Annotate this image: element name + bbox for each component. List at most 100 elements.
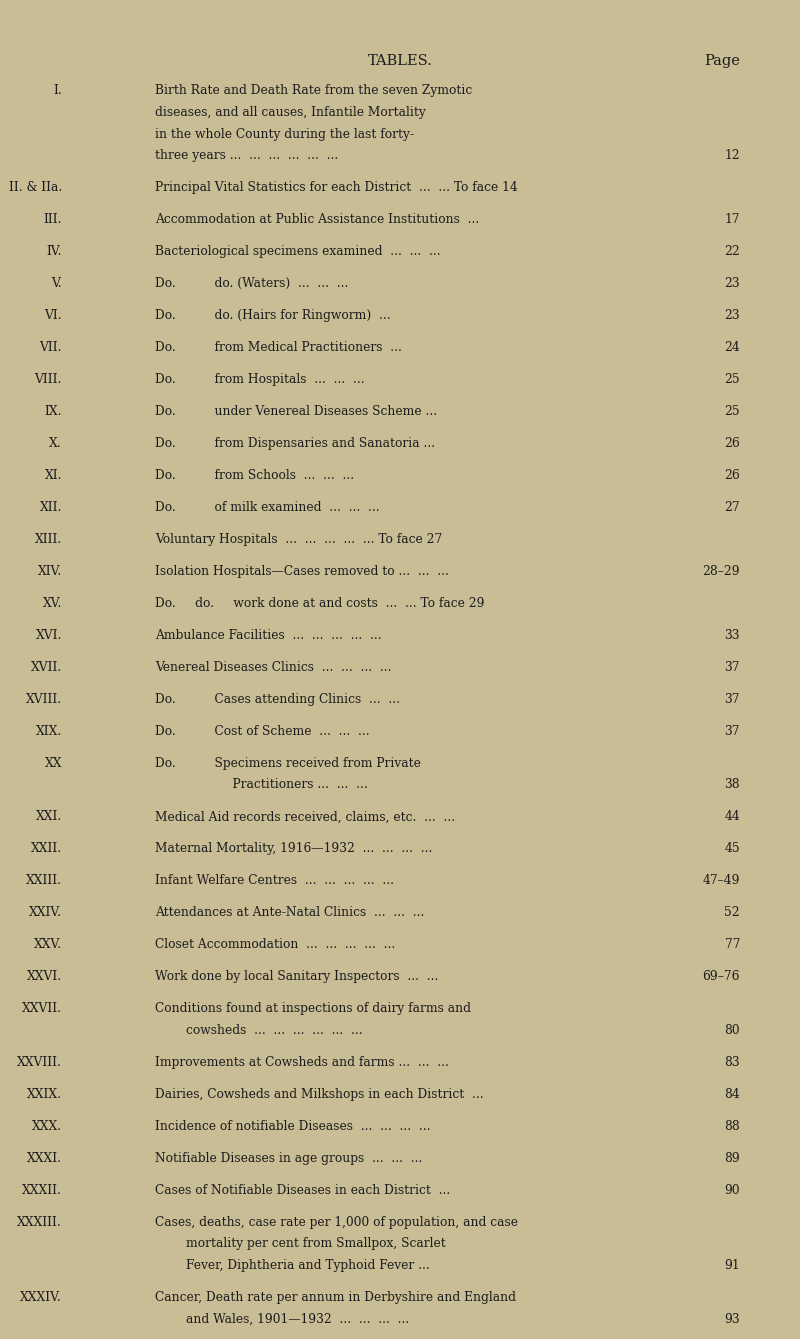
Text: 28–29: 28–29	[702, 565, 740, 578]
Text: Do.          from Dispensaries and Sanatoria ...: Do. from Dispensaries and Sanatoria ...	[155, 437, 435, 450]
Text: XXX.: XXX.	[32, 1119, 62, 1133]
Text: XXIV.: XXIV.	[29, 907, 62, 919]
Text: XIV.: XIV.	[38, 565, 62, 578]
Text: 22: 22	[724, 245, 740, 258]
Text: 26: 26	[724, 437, 740, 450]
Text: 47–49: 47–49	[702, 874, 740, 888]
Text: XV.: XV.	[42, 597, 62, 609]
Text: mortality per cent from Smallpox, Scarlet: mortality per cent from Smallpox, Scarle…	[155, 1237, 446, 1251]
Text: Improvements at Cowsheds and farms ...  ...  ...: Improvements at Cowsheds and farms ... .…	[155, 1055, 449, 1069]
Text: Do.          under Venereal Diseases Scheme ...: Do. under Venereal Diseases Scheme ...	[155, 406, 437, 418]
Text: Attendances at Ante-Natal Clinics  ...  ...  ...: Attendances at Ante-Natal Clinics ... ..…	[155, 907, 424, 919]
Text: XXXIII.: XXXIII.	[18, 1216, 62, 1228]
Text: 90: 90	[724, 1184, 740, 1197]
Text: in the whole County during the last forty-: in the whole County during the last fort…	[155, 127, 414, 141]
Text: 77: 77	[725, 939, 740, 951]
Text: XXII.: XXII.	[31, 842, 62, 856]
Text: 38: 38	[724, 778, 740, 791]
Text: 27: 27	[724, 501, 740, 514]
Text: XXVI.: XXVI.	[27, 969, 62, 983]
Text: Medical Aid records received, claims, etc.  ...  ...: Medical Aid records received, claims, et…	[155, 810, 455, 823]
Text: III.: III.	[43, 213, 62, 226]
Text: Ambulance Facilities  ...  ...  ...  ...  ...: Ambulance Facilities ... ... ... ... ...	[155, 629, 382, 641]
Text: Conditions found at inspections of dairy farms and: Conditions found at inspections of dairy…	[155, 1002, 471, 1015]
Text: VIII.: VIII.	[34, 374, 62, 386]
Text: Maternal Mortality, 1916—1932  ...  ...  ...  ...: Maternal Mortality, 1916—1932 ... ... ..…	[155, 842, 432, 856]
Text: Do.          do. (Waters)  ...  ...  ...: Do. do. (Waters) ... ... ...	[155, 277, 348, 291]
Text: XXXIV.: XXXIV.	[20, 1291, 62, 1304]
Text: XVII.: XVII.	[30, 660, 62, 674]
Text: 83: 83	[724, 1055, 740, 1069]
Text: Cases, deaths, case rate per 1,000 of population, and case: Cases, deaths, case rate per 1,000 of po…	[155, 1216, 518, 1228]
Text: XXIII.: XXIII.	[26, 874, 62, 888]
Text: Accommodation at Public Assistance Institutions  ...: Accommodation at Public Assistance Insti…	[155, 213, 479, 226]
Text: Do.          Specimens received from Private: Do. Specimens received from Private	[155, 757, 421, 770]
Text: 88: 88	[724, 1119, 740, 1133]
Text: 17: 17	[725, 213, 740, 226]
Text: XXVII.: XXVII.	[22, 1002, 62, 1015]
Text: IX.: IX.	[45, 406, 62, 418]
Text: 23: 23	[724, 309, 740, 323]
Text: Cancer, Death rate per annum in Derbyshire and England: Cancer, Death rate per annum in Derbyshi…	[155, 1291, 516, 1304]
Text: XXIX.: XXIX.	[27, 1087, 62, 1101]
Text: 37: 37	[725, 724, 740, 738]
Text: 93: 93	[724, 1314, 740, 1326]
Text: XIX.: XIX.	[36, 724, 62, 738]
Text: VII.: VII.	[39, 341, 62, 355]
Text: Do.          from Medical Practitioners  ...: Do. from Medical Practitioners ...	[155, 341, 402, 355]
Text: Do.          Cost of Scheme  ...  ...  ...: Do. Cost of Scheme ... ... ...	[155, 724, 370, 738]
Text: Infant Welfare Centres  ...  ...  ...  ...  ...: Infant Welfare Centres ... ... ... ... .…	[155, 874, 394, 888]
Text: Principal Vital Statistics for each District  ...  ... To face 14: Principal Vital Statistics for each Dist…	[155, 181, 518, 194]
Text: XXI.: XXI.	[36, 810, 62, 823]
Text: Do.     do.     work done at and costs  ...  ... To face 29: Do. do. work done at and costs ... ... T…	[155, 597, 485, 609]
Text: and Wales, 1901—1932  ...  ...  ...  ...: and Wales, 1901—1932 ... ... ... ...	[155, 1314, 410, 1326]
Text: TABLES.: TABLES.	[367, 54, 433, 68]
Text: XI.: XI.	[45, 469, 62, 482]
Text: XVIII.: XVIII.	[26, 692, 62, 706]
Text: II. & IIa.: II. & IIa.	[9, 181, 62, 194]
Text: Birth Rate and Death Rate from the seven Zymotic: Birth Rate and Death Rate from the seven…	[155, 84, 472, 96]
Text: VI.: VI.	[44, 309, 62, 323]
Text: XII.: XII.	[40, 501, 62, 514]
Text: X.: X.	[50, 437, 62, 450]
Text: XXXI.: XXXI.	[27, 1152, 62, 1165]
Text: 24: 24	[724, 341, 740, 355]
Text: three years ...  ...  ...  ...  ...  ...: three years ... ... ... ... ... ...	[155, 150, 338, 162]
Text: Venereal Diseases Clinics  ...  ...  ...  ...: Venereal Diseases Clinics ... ... ... ..…	[155, 660, 391, 674]
Text: 37: 37	[725, 692, 740, 706]
Text: 12: 12	[724, 150, 740, 162]
Text: Notifiable Diseases in age groups  ...  ...  ...: Notifiable Diseases in age groups ... ..…	[155, 1152, 422, 1165]
Text: 45: 45	[724, 842, 740, 856]
Text: 25: 25	[724, 406, 740, 418]
Text: IV.: IV.	[46, 245, 62, 258]
Text: 89: 89	[724, 1152, 740, 1165]
Text: 37: 37	[725, 660, 740, 674]
Text: 25: 25	[724, 374, 740, 386]
Text: Do.          of milk examined  ...  ...  ...: Do. of milk examined ... ... ...	[155, 501, 380, 514]
Text: Work done by local Sanitary Inspectors  ...  ...: Work done by local Sanitary Inspectors .…	[155, 969, 438, 983]
Text: 33: 33	[725, 629, 740, 641]
Text: cowsheds  ...  ...  ...  ...  ...  ...: cowsheds ... ... ... ... ... ...	[155, 1024, 362, 1036]
Text: Do.          Cases attending Clinics  ...  ...: Do. Cases attending Clinics ... ...	[155, 692, 400, 706]
Text: 80: 80	[724, 1024, 740, 1036]
Text: Do.          from Schools  ...  ...  ...: Do. from Schools ... ... ...	[155, 469, 354, 482]
Text: Closet Accommodation  ...  ...  ...  ...  ...: Closet Accommodation ... ... ... ... ...	[155, 939, 395, 951]
Text: 84: 84	[724, 1087, 740, 1101]
Text: Incidence of notifiable Diseases  ...  ...  ...  ...: Incidence of notifiable Diseases ... ...…	[155, 1119, 430, 1133]
Text: 23: 23	[724, 277, 740, 291]
Text: Dairies, Cowsheds and Milkshops in each District  ...: Dairies, Cowsheds and Milkshops in each …	[155, 1087, 484, 1101]
Text: V.: V.	[51, 277, 62, 291]
Text: 52: 52	[724, 907, 740, 919]
Text: 91: 91	[724, 1259, 740, 1272]
Text: 69–76: 69–76	[702, 969, 740, 983]
Text: XX: XX	[45, 757, 62, 770]
Text: Bacteriological specimens examined  ...  ...  ...: Bacteriological specimens examined ... .…	[155, 245, 441, 258]
Text: XVI.: XVI.	[36, 629, 62, 641]
Text: Fever, Diphtheria and Typhoid Fever ...: Fever, Diphtheria and Typhoid Fever ...	[155, 1259, 430, 1272]
Text: XXVIII.: XXVIII.	[17, 1055, 62, 1069]
Text: Page: Page	[704, 54, 740, 68]
Text: Voluntary Hospitals  ...  ...  ...  ...  ... To face 27: Voluntary Hospitals ... ... ... ... ... …	[155, 533, 442, 546]
Text: 26: 26	[724, 469, 740, 482]
Text: Isolation Hospitals—Cases removed to ...  ...  ...: Isolation Hospitals—Cases removed to ...…	[155, 565, 449, 578]
Text: Do.          from Hospitals  ...  ...  ...: Do. from Hospitals ... ... ...	[155, 374, 365, 386]
